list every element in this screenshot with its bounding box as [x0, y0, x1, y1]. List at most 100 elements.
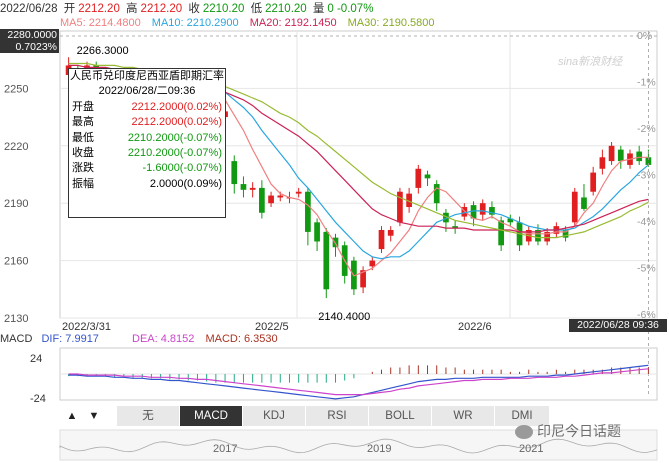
tooltip-value: -1.6000(-0.07%) — [142, 162, 223, 175]
close-label: 收 — [188, 3, 200, 15]
sina-finance-logo: sina新浪财经 — [558, 56, 623, 68]
candle-body — [590, 172, 597, 192]
tooltip-key: 开盘 — [72, 100, 94, 113]
tab-none[interactable]: 无 — [117, 406, 180, 426]
dif-legend: DIF: 7.9917 — [41, 333, 99, 345]
open-label: 开 — [63, 3, 76, 15]
navigator[interactable]: 2017 2019 2021 — [0, 437, 669, 459]
tooltip-row-amplitude: 振幅 2.0000(0.09%) — [69, 177, 225, 192]
candle-body — [433, 184, 440, 204]
ma-legend: MA5: 2214.4800 MA10: 2210.2900 MA20: 219… — [60, 16, 443, 30]
y-tick-label: 2220 — [4, 141, 28, 153]
candle-body — [507, 218, 514, 223]
candle-body — [571, 191, 578, 223]
tooltip-row-change: 涨跌 -1.6000(-0.07%) — [69, 161, 225, 176]
high-annotation: 2266.3000 — [77, 45, 129, 57]
nav-year-label: 2019 — [367, 443, 392, 455]
right-tick-label: -5% — [637, 263, 656, 275]
tooltip-value: 2212.2000(0.02%) — [131, 116, 222, 129]
candle-body — [581, 197, 587, 209]
candle-body — [231, 161, 238, 185]
tab-macd[interactable]: MACD — [180, 406, 243, 426]
watermark: 印尼今日话题 — [515, 421, 621, 441]
wechat-icon — [515, 425, 533, 440]
y-tick-label: 2160 — [4, 256, 28, 268]
indicator-tabs: 无 MACD KDJ RSI BOLL WR DMI — [60, 406, 550, 426]
tooltip-key: 涨跌 — [72, 162, 94, 175]
macd-name: MACD — [0, 333, 33, 345]
candle-body — [645, 157, 652, 165]
tooltip-row-close: 收盘 2210.2000(-0.07%) — [69, 146, 225, 161]
y-tick-label: 2130 — [4, 313, 28, 325]
dea-line — [68, 368, 649, 396]
candle-body — [323, 231, 330, 290]
crosshair-date-tag: 2022/06/28 09:36 — [569, 319, 667, 332]
ma30-legend: MA30: 2190.5800 — [347, 17, 435, 29]
crosshair-percent: 0.7023% — [15, 41, 57, 53]
candle-body — [387, 229, 394, 236]
tab-boll[interactable]: BOLL — [369, 406, 432, 426]
navigator-sparkline — [59, 438, 658, 454]
tab-dmi[interactable]: DMI — [495, 406, 550, 426]
crosshair-price-tag: 2280.0000 0.7023% — [0, 29, 59, 53]
candle-body — [415, 168, 422, 188]
dif-line — [68, 364, 649, 400]
x-tick-label: 2022/6 — [458, 321, 492, 333]
candle-body — [636, 151, 643, 162]
candle-body — [360, 270, 366, 288]
x-tick-label: 2022/3/31 — [62, 321, 111, 333]
candle-body — [249, 187, 256, 190]
scroll-right-button[interactable]: ▼ — [88, 410, 100, 422]
tooltip-title: 人民币兑印度尼西亚盾即期汇率 — [70, 70, 224, 82]
tooltip-row-open: 开盘 2212.2000(0.02%) — [69, 100, 225, 115]
tooltip-key: 振幅 — [72, 177, 94, 190]
open-value: 2212.20 — [78, 3, 120, 15]
macd-legend: MACD DIF: 7.9917 DEA: 4.8152 MACD: 6.353… — [0, 332, 278, 346]
high-label: 高 — [126, 3, 138, 15]
nav-year-label: 2017 — [213, 443, 238, 455]
quote-date: 2022/06/28 — [0, 3, 58, 15]
candle-body — [305, 191, 311, 232]
ma20-legend: MA20: 2192.1450 — [249, 17, 337, 29]
tooltip-value: 2.0000(0.09%) — [149, 177, 222, 190]
candle-body — [535, 229, 541, 242]
close-value: 2210.20 — [202, 3, 245, 15]
candle-body — [470, 205, 477, 219]
tab-wr[interactable]: WR — [432, 406, 495, 426]
tooltip-key: 收盘 — [72, 146, 94, 159]
low-value: 2210.20 — [265, 3, 307, 15]
candle-body — [277, 195, 284, 198]
tooltip-row-low: 最低 2210.2000(-0.07%) — [69, 131, 225, 146]
candle-body — [489, 207, 495, 215]
candle-body — [608, 145, 615, 162]
tooltip-key: 最高 — [72, 116, 94, 129]
candle-body — [599, 157, 606, 169]
candle-body — [295, 191, 302, 194]
candle-body — [406, 193, 412, 208]
tooltip-key: 最低 — [72, 131, 94, 144]
tab-kdj[interactable]: KDJ — [243, 406, 306, 426]
y-tick-label: 2190 — [4, 198, 28, 210]
x-tick-label: 2022/5 — [255, 321, 289, 333]
ma10-legend: MA10: 2210.2900 — [151, 17, 239, 29]
tooltip-value: 2210.2000(-0.07%) — [127, 131, 222, 144]
ohlc-tooltip: 人民币兑印度尼西亚盾即期汇率 2022/06/28/二09:36 开盘 2212.… — [68, 68, 226, 218]
candle-body — [369, 260, 376, 267]
tooltip-value: 2210.2000(-0.07%) — [127, 146, 222, 159]
right-tick-label: -3% — [637, 170, 656, 182]
change-label: 量 — [312, 3, 325, 15]
crosshair-price: 2280.0000 — [7, 29, 57, 41]
candle-body — [544, 231, 551, 242]
macd-axis-label: -24 — [30, 393, 46, 405]
candle-body — [424, 174, 431, 179]
candle-body — [562, 229, 569, 238]
scroll-left-button[interactable]: ▲ — [66, 410, 78, 422]
right-tick-label: -6% — [637, 309, 656, 321]
candle-body — [498, 220, 505, 246]
watermark-text: 印尼今日话题 — [537, 423, 621, 439]
tab-rsi[interactable]: RSI — [306, 406, 369, 426]
ma5-legend: MA5: 2214.4800 — [60, 17, 141, 29]
tooltip-value: 2212.2000(0.02%) — [131, 100, 222, 113]
